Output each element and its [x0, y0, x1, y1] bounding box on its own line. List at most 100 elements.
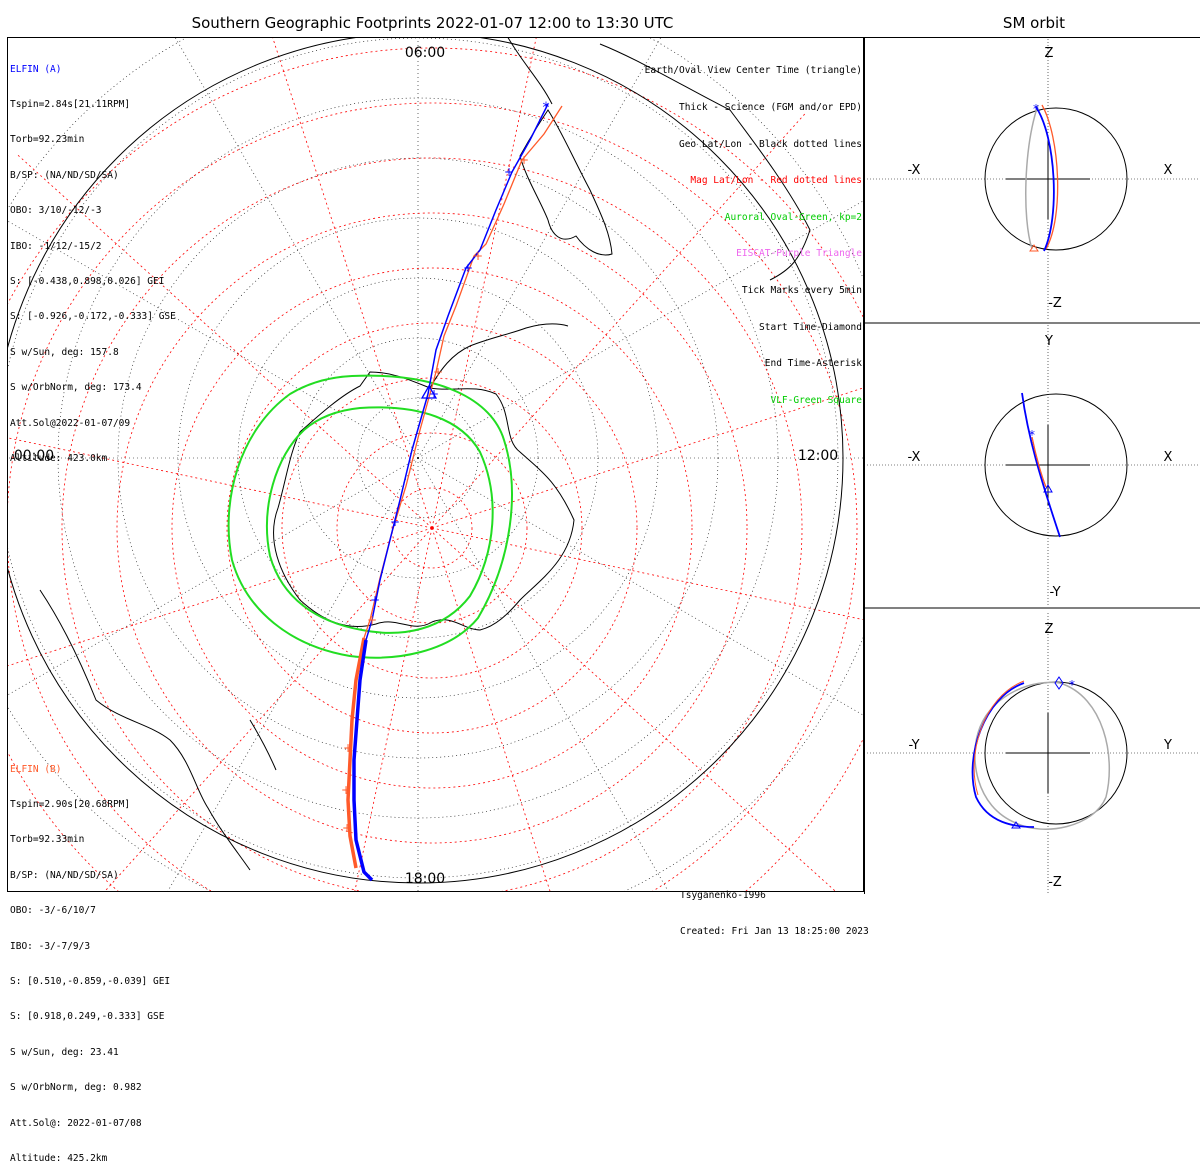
geo-lon-line [175, 38, 419, 459]
mag-lon-line [431, 38, 537, 529]
horizon-circle [8, 38, 844, 884]
sm1-orbit-b [1041, 104, 1059, 250]
new-zealand-coastline [249, 719, 277, 771]
clock-label-06: 06:00 [405, 45, 445, 61]
sm3-right-label: Y [1163, 738, 1172, 753]
clock-label-00: 00:00 [14, 448, 54, 464]
mag-lat-circle [8, 47, 863, 891]
elfin-b-science-segment [346, 637, 366, 869]
elfin-b-line: Tspin=2.90s[20.68RPM] [10, 798, 131, 810]
sm1-orbit-a [1035, 106, 1055, 252]
elfin-b-tick-mark: + [343, 741, 353, 755]
legend-item: Start Time-Diamond [759, 321, 862, 333]
mag-lon-line [15, 152, 433, 529]
geo-lon-line [417, 457, 863, 716]
geo-lon-line [167, 457, 419, 891]
mag-lat-circle [116, 212, 748, 844]
elfin-a-info: ELFIN (A) Tspin=2.84s[21.11RPM] Torb=92.… [10, 40, 176, 476]
elfin-b-line: S w/OrbNorm, deg: 0.982 [10, 1082, 142, 1094]
elfin-b-line: S: [0.510,-0.859,-0.039] GEI [10, 975, 171, 987]
sm2-view-triangle [1043, 483, 1053, 493]
elfin-a-tick-mark: + [390, 515, 400, 529]
mag-lon-line [431, 527, 863, 621]
mag-lon-line [431, 527, 551, 891]
sm2-bottom-label: -Y [1049, 585, 1060, 600]
elfin-a-tick-mark: + [370, 593, 380, 607]
elfin-b-tick-mark: + [342, 821, 352, 835]
mag-lat-circle [61, 157, 803, 891]
legend-item: Thick - Science (FGM and/or EPD) [678, 102, 862, 114]
elfin-a-line: S w/Sun, deg: 157.8 [10, 346, 119, 358]
mag-lon-line [431, 387, 863, 529]
sm1-bottom-label: -Z [1048, 296, 1062, 311]
sm-orbit-frame [864, 37, 1200, 894]
geo-lon-line [417, 457, 669, 891]
elfin-b-tick-mark: + [519, 153, 529, 167]
auroral-oval-inner [266, 406, 494, 634]
elfin-b-line: Torb=92.33min [10, 834, 85, 846]
sm-orbit-title: SM orbit [1002, 14, 1066, 32]
legend-item: Earth/Oval View Center Time (triangle) [644, 65, 862, 77]
elfin-a-line: S w/OrbNorm, deg: 173.4 [10, 382, 142, 394]
mag-lat-circle [281, 377, 583, 679]
mag-lat-circle [391, 487, 473, 569]
legend: Earth/Oval View Center Time (triangle) T… [645, 41, 862, 419]
sm3-bottom-label: -Z [1048, 875, 1062, 890]
footprint-map-frame [7, 37, 864, 892]
elfin-b-line: Att.Sol@: 2022-01-07/08 [10, 1117, 142, 1129]
elfin-a-tick-mark: + [504, 165, 514, 179]
australia-coastline [39, 589, 251, 871]
sm2-top-label: Y [1044, 334, 1053, 349]
elfin-b-line: OBO: -3/-6/10/7 [10, 905, 96, 917]
sm1-left-label: -X [908, 163, 921, 178]
legend-item: End Time-Asterisk [764, 358, 862, 370]
sm3-end-asterisk: * [1069, 678, 1075, 692]
clock-label-12: 12:00 [798, 448, 838, 464]
mag-lon-line [431, 111, 808, 529]
geo-lon-line [8, 220, 419, 459]
mag-lon-line [272, 38, 433, 529]
elfin-a-tick-mark: + [463, 261, 473, 275]
legend-item: Auroral Oval-Green, kp=2 [724, 211, 862, 223]
footprint-map: ++++++++++++* 06:00 00:00 12:00 18:00 [8, 38, 863, 891]
elfin-b-line: IBO: -3/-7/9/3 [10, 940, 91, 952]
elfin-a-line: Altitude: 423.0km [10, 452, 108, 464]
south-america-coastline [519, 109, 613, 256]
elfin-b-tick-mark: + [473, 249, 483, 263]
legend-item: VLF-Green Square [770, 394, 862, 406]
geo-lon-line [8, 457, 419, 696]
elfin-a-line: Tspin=2.84s[21.11RPM] [10, 98, 131, 110]
sm1-orbit-grey [1025, 104, 1039, 250]
sm2-left-label: -X [908, 450, 921, 465]
model-label: Tsyganenko-1996 [680, 890, 766, 901]
sm-orbit-panels: * * * Z -Z -X X Y -Y -X X Z -Z -Y Y [864, 39, 1200, 893]
sm2-right-label: X [1164, 450, 1173, 465]
sm3-orbit-a [971, 682, 1035, 828]
sm2-end-asterisk: * [1029, 428, 1035, 442]
elfin-b-info: ELFIN (B) Tspin=2.90s[20.68RPM] Torb=92.… [10, 740, 170, 1176]
elfin-b-line: Altitude: 425.2km [10, 1152, 108, 1164]
view-center-triangle [420, 384, 438, 399]
mag-lat-circle [336, 432, 528, 624]
sm3-start-diamond [1054, 676, 1064, 690]
elfin-a-line: OBO: 3/10/-12/-3 [10, 205, 102, 217]
antarctic-peninsula [429, 323, 569, 389]
elfin-a-science-segment [352, 639, 374, 882]
elfin-b-line: B/SP: (NA/ND/SD/SA) [10, 869, 119, 881]
elfin-a-line: IBO: -1/12/-15/2 [10, 240, 102, 252]
south-america-coastline [599, 43, 811, 281]
elfin-a-line: S: [-0.926,-0.172,-0.333] GSE [10, 311, 176, 323]
sm3-top-label: Z [1045, 622, 1054, 637]
mag-lat-circle [171, 267, 693, 789]
sm1-view-triangle [1029, 244, 1039, 252]
plot-title: Southern Geographic Footprints 2022-01-0… [191, 14, 674, 32]
elfin-b-line: S w/Sun, deg: 23.41 [10, 1046, 119, 1058]
mag-lat-circle [8, 102, 858, 891]
elfin-a-end-asterisk: * [543, 100, 550, 116]
mag-lon-line [104, 527, 433, 891]
legend-item: Geo Lat/Lon - Black dotted lines [678, 138, 862, 150]
mag-lon-line [354, 527, 433, 891]
elfin-b-tick-mark: + [341, 783, 351, 797]
elfin-b-line: S: [0.918,0.249,-0.333] GSE [10, 1011, 165, 1023]
elfin-a-line: B/SP: (NA/ND/SD/SA) [10, 169, 119, 181]
